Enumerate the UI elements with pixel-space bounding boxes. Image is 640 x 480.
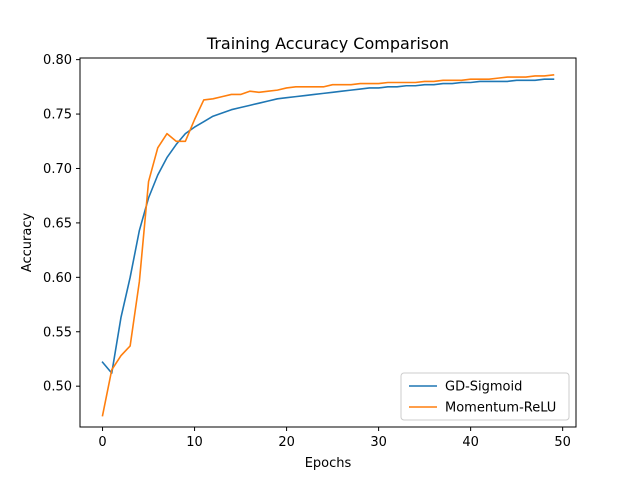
x-tick-label: 10	[186, 435, 203, 450]
y-tick-label: 0.50	[43, 380, 72, 395]
y-tick-label: 0.75	[43, 108, 72, 123]
y-tick-label: 0.60	[43, 271, 72, 286]
legend: GD-Sigmoid Momentum-ReLU	[400, 372, 570, 421]
legend-label: GD-Sigmoid	[445, 380, 522, 395]
y-axis-label: Accuracy	[20, 213, 35, 273]
plot-frame	[79, 57, 577, 428]
x-axis-ticks: 0 10 20 30 40 50	[98, 427, 571, 450]
x-tick-label: 30	[370, 435, 387, 450]
y-tick-label: 0.70	[43, 162, 72, 177]
y-tick-label: 0.80	[43, 53, 72, 68]
y-axis-ticks: 0.50 0.55 0.60 0.65 0.70 0.75 0.80	[43, 53, 80, 395]
series-line-momentum-relu	[101, 73, 555, 417]
x-tick-label: 50	[554, 435, 571, 450]
y-tick-label: 0.55	[43, 325, 72, 340]
x-tick-label: 40	[462, 435, 479, 450]
series-line-gd-sigmoid	[101, 78, 555, 374]
y-tick-label: 0.65	[43, 216, 72, 231]
legend-label: Momentum-ReLU	[445, 401, 556, 416]
x-axis-label: Epochs	[305, 456, 352, 471]
series-layer	[101, 73, 555, 417]
x-tick-label: 20	[278, 435, 295, 450]
legend-box	[400, 372, 570, 421]
chart-title: Training Accuracy Comparison	[206, 34, 449, 53]
x-tick-label: 0	[98, 435, 106, 450]
